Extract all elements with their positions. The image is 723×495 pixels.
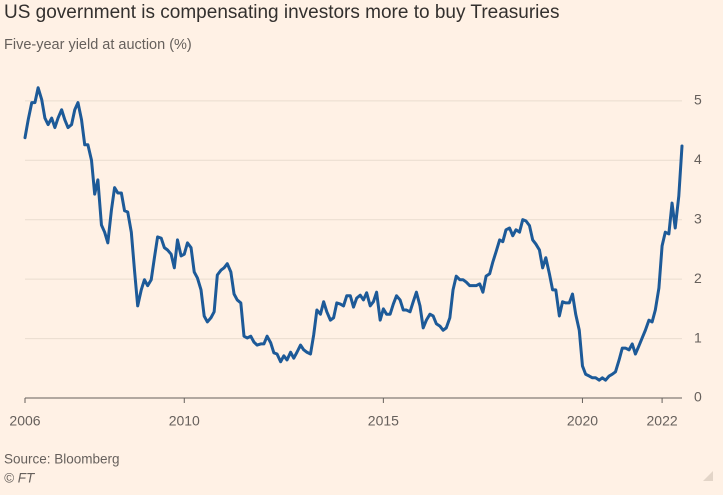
chart-subtitle: Five-year yield at auction (%) bbox=[4, 37, 192, 53]
y-tick-label: 2 bbox=[694, 270, 702, 286]
credit: © FT bbox=[4, 471, 36, 486]
x-tick-label: 2015 bbox=[368, 413, 399, 429]
x-tick-label: 2020 bbox=[567, 413, 598, 429]
chart-title: US government is compensating investors … bbox=[4, 2, 559, 23]
y-tick-label: 0 bbox=[694, 389, 702, 405]
y-tick-label: 4 bbox=[694, 151, 702, 167]
x-tick-label: 2010 bbox=[169, 413, 200, 429]
source: Source: Bloomberg bbox=[4, 452, 120, 467]
y-tick-label: 3 bbox=[694, 210, 702, 226]
x-tick-label: 2006 bbox=[9, 413, 40, 429]
y-tick-label: 5 bbox=[694, 92, 702, 108]
resize-icon bbox=[703, 471, 713, 481]
line-series bbox=[23, 86, 684, 382]
x-tick-label: 2022 bbox=[647, 413, 678, 429]
y-tick-label: 1 bbox=[694, 329, 702, 345]
